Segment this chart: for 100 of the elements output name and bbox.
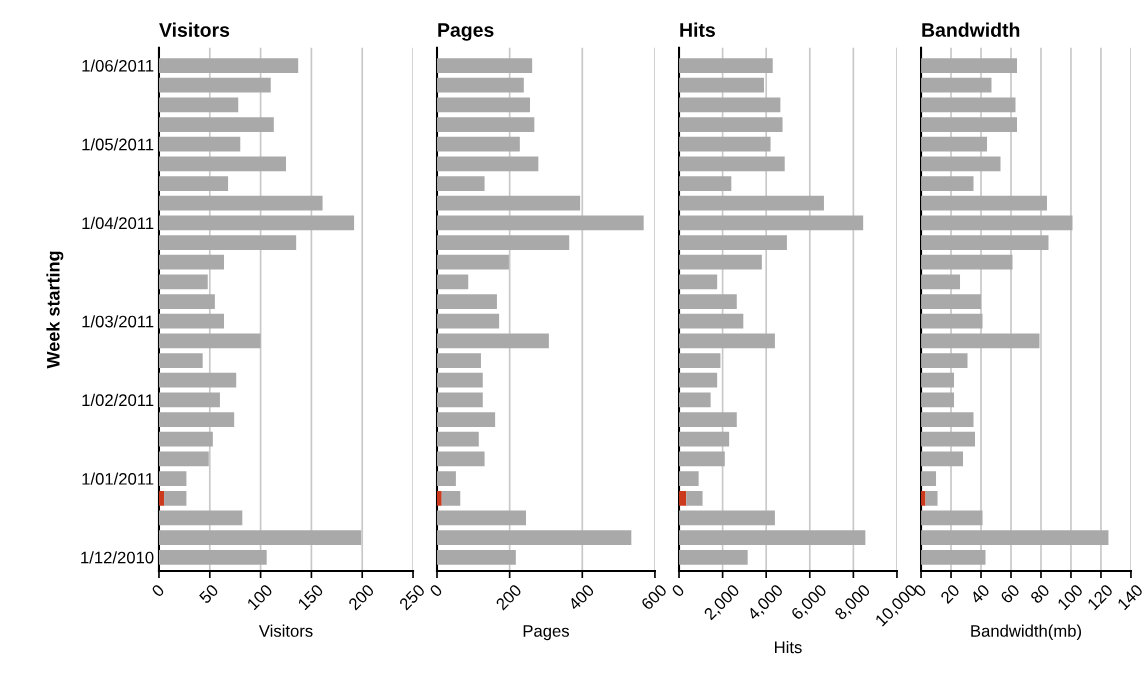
bar — [158, 294, 215, 309]
bar — [921, 274, 961, 290]
bar — [679, 412, 737, 427]
x-tick-label: 80 — [1029, 583, 1051, 605]
bar — [921, 510, 983, 526]
bar — [158, 412, 235, 427]
bar — [679, 471, 699, 486]
x-tick-label: 60 — [999, 583, 1021, 604]
y-tick-label: 1/03/2011 — [82, 315, 154, 328]
bar — [158, 77, 271, 93]
bar — [437, 156, 539, 172]
bar — [679, 254, 762, 270]
bar — [158, 313, 225, 329]
x-tick-label: 140 — [1116, 583, 1144, 611]
y-tick-label: 1/12/2010 — [81, 551, 154, 564]
bar — [437, 235, 570, 250]
bar — [921, 313, 983, 329]
bar — [921, 412, 974, 427]
bar — [437, 215, 644, 231]
bar — [158, 156, 286, 172]
bar — [437, 77, 524, 93]
x-tick-label: 100 — [1056, 583, 1084, 611]
bar — [437, 117, 535, 132]
x-axis-title: Visitors — [258, 624, 313, 637]
x-tick-label: 0 — [671, 583, 685, 598]
bar — [921, 451, 964, 467]
y-axis-title: Week starting — [46, 251, 64, 369]
bar — [925, 490, 938, 506]
bar — [921, 353, 968, 368]
bar — [921, 294, 982, 309]
bar — [679, 353, 721, 368]
bar — [921, 471, 937, 486]
bar — [679, 451, 725, 467]
x-axis-title: Hits — [775, 640, 802, 654]
x-axis-title: Pages — [523, 625, 569, 641]
bar — [437, 176, 485, 191]
bar — [679, 235, 787, 250]
chart-title: Pages — [438, 23, 494, 41]
bar — [158, 353, 203, 368]
chart-title: Visitors — [159, 22, 230, 37]
bar — [679, 215, 864, 231]
bar — [679, 176, 732, 191]
bar — [158, 490, 165, 506]
bar — [437, 353, 481, 368]
bar — [158, 136, 241, 152]
bar — [158, 176, 229, 191]
y-tick-label: 1/02/2011 — [82, 393, 154, 407]
bar — [921, 333, 1040, 349]
bar — [158, 510, 243, 526]
chart-title: Hits — [680, 22, 715, 37]
bar — [437, 471, 456, 486]
bar — [158, 195, 323, 211]
bar — [437, 549, 516, 565]
bar — [679, 156, 785, 172]
bar — [921, 235, 1049, 250]
bar — [686, 490, 703, 506]
bar — [921, 176, 974, 191]
bar — [921, 156, 1001, 172]
bar — [158, 372, 237, 388]
bar — [437, 333, 549, 349]
y-tick-label: 1/05/2011 — [82, 138, 154, 151]
y-tick-label: 1/01/2011 — [82, 472, 154, 485]
bar — [158, 392, 220, 408]
bar — [158, 431, 213, 447]
x-axis-title: Bandwidth(mb) — [971, 624, 1081, 641]
x-tick-label: 250 — [398, 583, 426, 611]
x-tick-label: 20 — [939, 583, 961, 605]
bar — [921, 392, 955, 408]
bar — [441, 490, 461, 506]
bar — [437, 313, 500, 329]
x-tick-label: 200 — [495, 583, 523, 611]
bar — [921, 431, 976, 447]
bar — [158, 471, 187, 486]
bar — [158, 117, 274, 132]
bar — [921, 117, 1017, 132]
bar — [437, 392, 483, 408]
bar — [921, 136, 988, 152]
x-tick-label: 200 — [347, 583, 375, 611]
y-tick-label: 1/06/2011 — [82, 59, 154, 72]
bar — [921, 215, 1073, 231]
bar — [437, 294, 497, 309]
bar — [437, 97, 530, 113]
bar — [158, 235, 297, 250]
bar — [164, 490, 187, 506]
y-tick-label: 1/04/2011 — [82, 216, 154, 230]
bar — [921, 549, 986, 565]
bar — [437, 274, 469, 290]
x-tick-label: 150 — [297, 583, 324, 611]
bar — [679, 333, 775, 349]
bar — [679, 195, 824, 211]
bar — [679, 510, 775, 526]
chart-title: Bandwidth — [922, 22, 1020, 37]
bar — [921, 254, 1013, 270]
bar — [679, 58, 773, 73]
bar — [437, 431, 479, 447]
x-tick-label: 0 — [150, 583, 165, 598]
bar — [158, 530, 362, 545]
bar — [158, 274, 208, 290]
bar — [437, 530, 632, 545]
bar — [921, 77, 992, 93]
